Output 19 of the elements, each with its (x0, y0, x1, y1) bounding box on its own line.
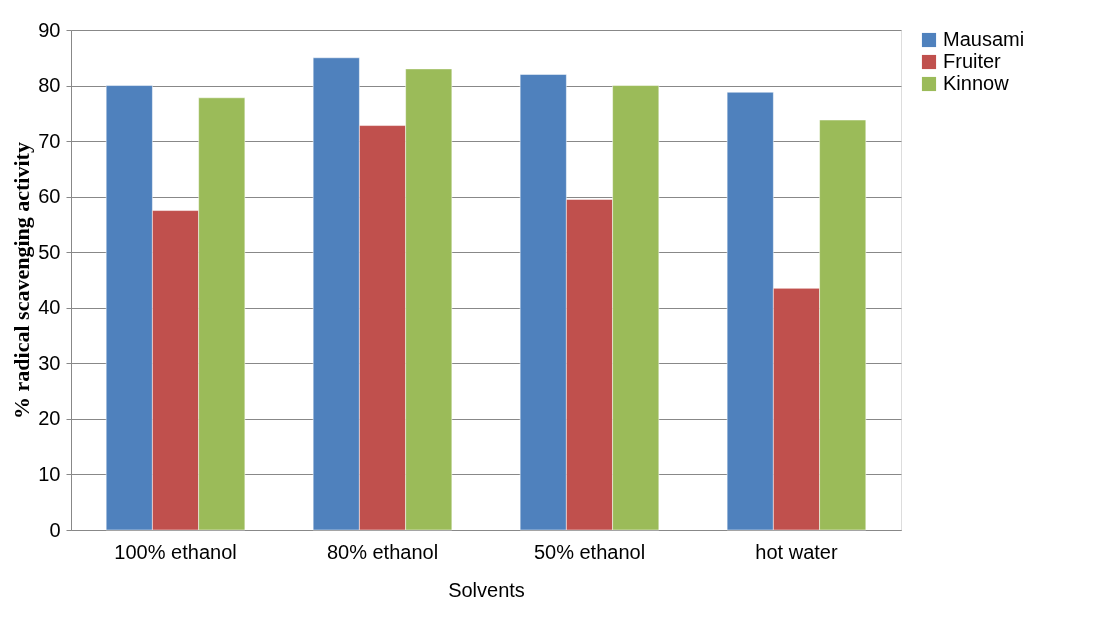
x-axis-title: Solvents (448, 578, 525, 601)
y-tick-label: 10 (38, 462, 61, 485)
y-tick-label: 0 (49, 518, 61, 541)
y-tick-label: 50 (38, 240, 61, 263)
legend-label: Mausami (943, 28, 1025, 50)
y-tick-label: 20 (38, 407, 61, 430)
y-tick-label: 70 (38, 129, 61, 152)
y-axis-title: % radical scavenging activity (9, 142, 35, 419)
y-tick-label: 80 (38, 74, 61, 97)
y-tick-label: 40 (38, 296, 61, 319)
x-tick-label: 50% ethanol (533, 540, 646, 563)
y-tick-label: 30 (38, 351, 61, 374)
x-tick-label: 80% ethanol (326, 540, 439, 563)
x-tick-label: hot water (755, 540, 838, 563)
y-tick-label: 60 (38, 185, 61, 208)
legend-label: Kinnow (943, 72, 1010, 94)
y-tick-label: 90 (38, 18, 61, 41)
x-tick-label: 100% ethanol (114, 540, 237, 563)
legend-label: Fruiter (943, 50, 1002, 72)
